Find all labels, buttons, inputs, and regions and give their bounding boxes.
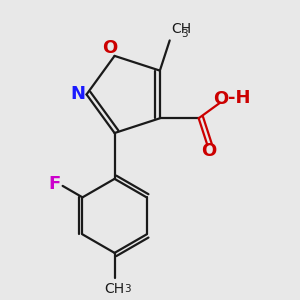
Text: F: F	[49, 175, 61, 193]
Text: CH: CH	[172, 22, 192, 36]
Text: 3: 3	[124, 284, 131, 294]
Text: O: O	[213, 89, 228, 107]
Text: O: O	[102, 39, 117, 57]
Text: -H: -H	[228, 89, 250, 107]
Text: CH: CH	[104, 282, 124, 296]
Text: 3: 3	[181, 29, 188, 39]
Text: N: N	[70, 85, 85, 103]
Text: O: O	[202, 142, 217, 160]
